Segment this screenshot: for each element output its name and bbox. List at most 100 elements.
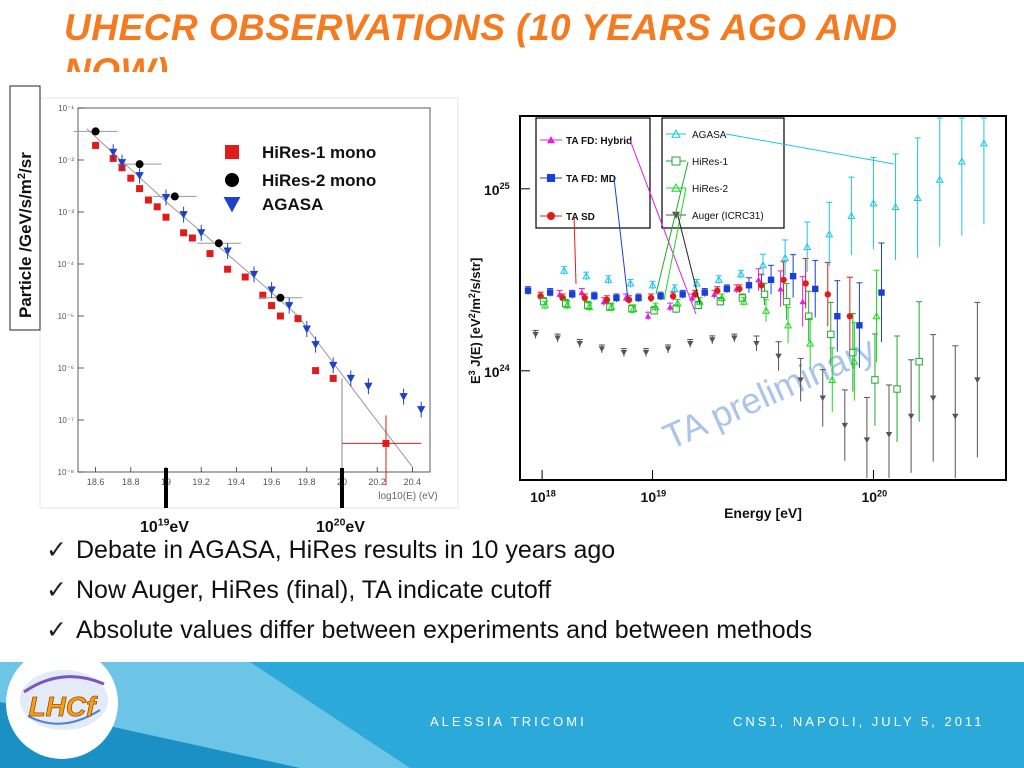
legend-marker bbox=[547, 136, 555, 144]
legend-right: AGASA HiRes-1 HiRes-2 Auger (ICRC31) bbox=[661, 117, 785, 229]
data-point bbox=[711, 291, 718, 297]
legend-label: AGASA bbox=[262, 195, 323, 214]
y-tick-label: 10⁻⁸ bbox=[58, 468, 75, 477]
legend-label: Auger (ICRC31) bbox=[692, 211, 764, 222]
pointer-arrow bbox=[663, 187, 687, 301]
data-point bbox=[806, 339, 815, 347]
data-point bbox=[135, 160, 144, 169]
data-point bbox=[532, 331, 539, 338]
data-point bbox=[666, 303, 674, 310]
data-point bbox=[648, 281, 657, 289]
x-tick-label: 19.8 bbox=[298, 477, 316, 487]
data-point bbox=[782, 297, 791, 306]
legend-label: TA FD: MD bbox=[566, 174, 616, 185]
data-point bbox=[249, 270, 259, 279]
data-point bbox=[714, 275, 723, 283]
data-point bbox=[329, 374, 337, 382]
data-point bbox=[775, 353, 782, 360]
data-point bbox=[761, 306, 771, 314]
data-point bbox=[144, 196, 152, 204]
legend-marker bbox=[671, 156, 681, 166]
data-point bbox=[560, 266, 569, 274]
logo-swirl-icon bbox=[20, 670, 108, 730]
data-point bbox=[929, 395, 937, 402]
footer-band: LHCf bbox=[0, 662, 1024, 768]
data-point bbox=[780, 276, 787, 283]
chart-frame bbox=[39, 97, 459, 509]
energy-mark bbox=[340, 468, 344, 508]
bullet-item: ✓ Debate in AGASA, HiRes results in 10 ye… bbox=[46, 530, 1016, 570]
data-point bbox=[863, 437, 871, 444]
energy-mark bbox=[164, 468, 168, 508]
data-point bbox=[974, 377, 981, 384]
data-point bbox=[825, 230, 834, 238]
data-point bbox=[797, 377, 804, 384]
bullet-list: ✓ Debate in AGASA, HiRes results in 10 ye… bbox=[46, 530, 1016, 650]
data-point bbox=[753, 340, 760, 347]
data-point bbox=[268, 302, 276, 310]
data-point bbox=[626, 279, 635, 287]
data-point bbox=[672, 305, 680, 313]
data-point bbox=[620, 350, 628, 356]
data-point bbox=[644, 313, 652, 319]
data-point bbox=[563, 301, 572, 309]
y-tick-label: 10⁻² bbox=[58, 156, 74, 165]
data-point bbox=[276, 312, 284, 320]
data-point bbox=[846, 313, 854, 320]
spectrum-chart-10-years-ago: 10⁻¹ 10⁻² 10⁻³ 10⁻⁴ 10⁻⁵ 10⁻⁶ 10⁻⁷ 10⁻⁸ 18.6 18.8… bbox=[9, 85, 459, 534]
legend-marker bbox=[672, 211, 680, 219]
data-point bbox=[758, 261, 768, 269]
y-axis-label-box: Particle /GeV/s/m2/sr bbox=[9, 85, 41, 331]
legend-frame bbox=[661, 117, 785, 229]
bullet-item: ✓ Absolute values differ between experime… bbox=[46, 610, 1016, 650]
logo-text: LHCf bbox=[29, 691, 99, 722]
legend-marker bbox=[671, 182, 681, 192]
data-point bbox=[170, 192, 179, 201]
data-point bbox=[346, 374, 355, 383]
data-point bbox=[267, 286, 276, 295]
data-point bbox=[849, 348, 857, 357]
legend-marker bbox=[547, 212, 555, 220]
data-point bbox=[179, 211, 188, 219]
data-point bbox=[651, 302, 660, 311]
data-point bbox=[670, 284, 679, 292]
data-point bbox=[302, 325, 311, 334]
legend-marker bbox=[547, 174, 555, 182]
series-auger-icrc31- bbox=[532, 301, 981, 478]
data-point bbox=[891, 202, 900, 211]
data-point bbox=[417, 406, 426, 414]
x-axis-label: log10(E) (eV) bbox=[378, 491, 437, 502]
data-point bbox=[312, 367, 320, 375]
y-tick-label: 10⁻¹ bbox=[58, 104, 74, 113]
data-point bbox=[695, 297, 704, 305]
legend-marker bbox=[225, 173, 239, 187]
data-point bbox=[755, 276, 762, 283]
data-point bbox=[127, 174, 135, 182]
checkmark-icon: ✓ bbox=[46, 535, 67, 564]
data-point bbox=[767, 276, 775, 283]
y-tick-label: 10⁻⁵ bbox=[58, 312, 74, 321]
data-point bbox=[847, 211, 856, 220]
legend-marker bbox=[223, 197, 241, 213]
data-point bbox=[878, 289, 885, 296]
data-point bbox=[834, 313, 841, 320]
data-point bbox=[613, 294, 620, 302]
energy-mark-label: 1020eV bbox=[316, 518, 365, 534]
data-point bbox=[162, 213, 170, 221]
data-point bbox=[913, 193, 922, 201]
data-point bbox=[364, 382, 373, 391]
data-point bbox=[673, 299, 682, 307]
y-tick-label: 10⁻⁶ bbox=[58, 364, 74, 373]
y-tick-label: 1024 bbox=[484, 363, 511, 380]
pointer-arrow bbox=[613, 177, 629, 301]
legend-label: HiRes-1 bbox=[692, 157, 729, 168]
data-point bbox=[329, 361, 338, 370]
data-point bbox=[259, 291, 267, 299]
data-point bbox=[541, 301, 550, 309]
y-axis-label: E3 J(E) [eV2/m2/s/str] bbox=[467, 258, 483, 384]
data-point bbox=[885, 431, 893, 438]
data-point bbox=[777, 285, 784, 292]
footer-author: Alessia Tricomi bbox=[430, 714, 587, 729]
data-point bbox=[812, 285, 819, 293]
